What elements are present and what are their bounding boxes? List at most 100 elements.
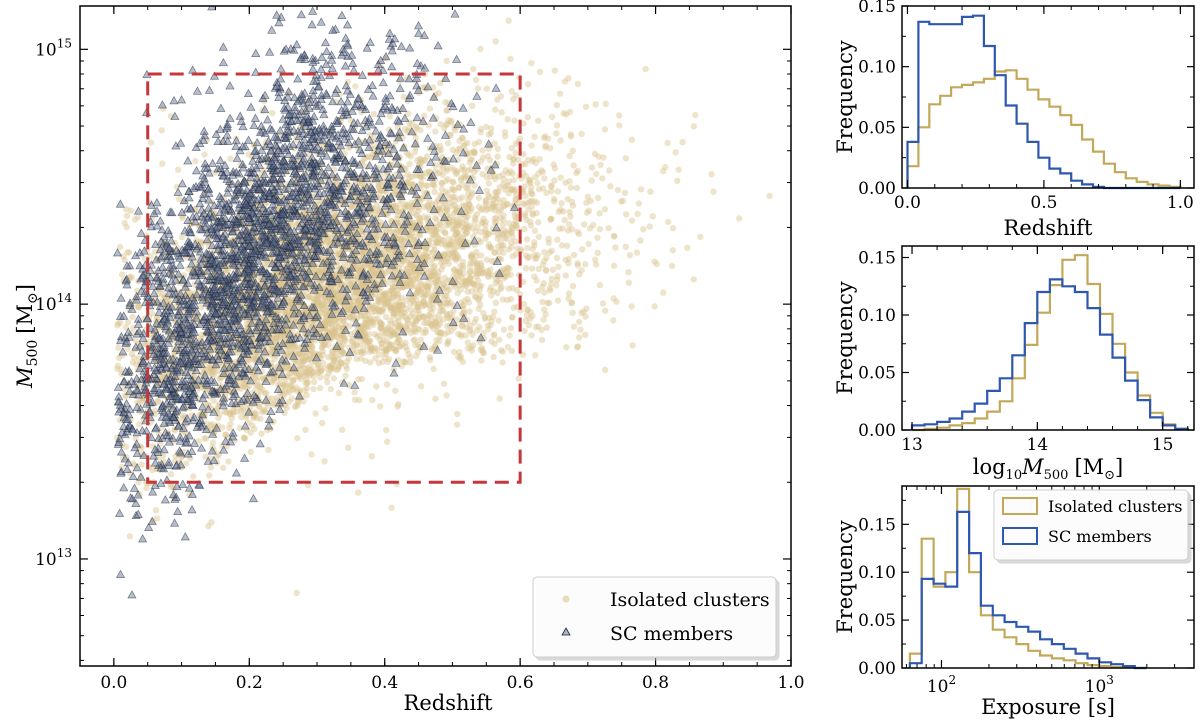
isolated-cluster-point [480,329,487,337]
isolated-cluster-point [444,339,451,346]
isolated-cluster-point [548,113,556,121]
isolated-cluster-point [488,292,495,299]
isolated-cluster-point [321,341,328,348]
isolated-cluster-point [600,154,607,161]
isolated-cluster-point [463,228,471,236]
isolated-cluster-point [334,365,342,372]
isolated-cluster-point [167,470,175,478]
isolated-cluster-point [511,117,518,124]
isolated-cluster-point [415,315,423,322]
isolated-cluster-point [392,387,399,394]
isolated-cluster-point [254,382,262,389]
isolated-cluster-point [264,426,271,434]
isolated-cluster-point [354,349,361,356]
isolated-cluster-point [433,290,441,298]
isolated-cluster-point [207,464,215,471]
isolated-cluster-point [249,422,256,429]
isolated-cluster-point [453,243,461,250]
isolated-cluster-point [138,461,145,468]
isolated-cluster-point [394,212,402,219]
isolated-cluster-point [565,75,572,82]
isolated-cluster-point [488,318,495,325]
isolated-cluster-point [468,347,475,354]
isolated-cluster-point [417,173,424,180]
isolated-cluster-point [509,233,516,240]
isolated-cluster-point [444,205,451,213]
isolated-cluster-point [668,262,676,270]
isolated-cluster-point [483,123,490,131]
isolated-cluster-point [596,210,603,217]
isolated-cluster-point [339,349,346,356]
isolated-cluster-point [674,177,681,185]
isolated-cluster-point [547,215,555,223]
isolated-cluster-point [476,295,483,302]
isolated-cluster-point [336,220,343,227]
isolated-cluster-point [451,193,458,201]
isolated-cluster-point [253,377,261,384]
isolated-cluster-point [369,318,376,325]
isolated-cluster-point [204,420,211,427]
isolated-cluster-point [494,277,501,284]
isolated-cluster-point [416,311,423,318]
isolated-cluster-point [476,270,483,277]
isolated-cluster-point [425,311,432,319]
isolated-cluster-point [321,319,328,326]
isolated-cluster-point [427,321,435,328]
isolated-cluster-point [398,241,405,249]
isolated-cluster-point [327,385,334,393]
isolated-cluster-point [431,320,439,327]
isolated-cluster-point [417,181,424,188]
isolated-cluster-point [354,326,362,333]
isolated-cluster-point [420,252,427,259]
isolated-cluster-point [390,310,397,318]
isolated-cluster-point [221,408,228,415]
isolated-cluster-point [585,240,592,248]
isolated-cluster-point [487,321,494,329]
isolated-cluster-point [330,375,337,382]
isolated-cluster-point [428,309,435,316]
isolated-cluster-point [488,338,495,345]
isolated-cluster-point [413,125,420,132]
isolated-cluster-point [387,327,394,335]
isolated-cluster-point [311,277,319,284]
isolated-cluster-point [328,320,335,327]
isolated-cluster-point [343,365,351,373]
isolated-cluster-point [241,435,249,442]
isolated-cluster-point [460,265,467,272]
isolated-cluster-point [403,271,411,278]
isolated-cluster-point [443,167,451,174]
isolated-cluster-point [227,155,234,162]
isolated-cluster-point [472,215,479,223]
isolated-cluster-point [487,205,495,213]
isolated-cluster-point [175,195,183,203]
isolated-cluster-point [392,302,399,309]
isolated-cluster-point [486,141,493,148]
isolated-cluster-point [134,303,142,311]
isolated-cluster-point [690,276,697,283]
isolated-cluster-point [319,259,326,266]
isolated-cluster-point [360,324,368,331]
isolated-cluster-point [217,374,224,381]
isolated-cluster-point [374,275,382,282]
isolated-cluster-point [326,363,333,370]
isolated-cluster-point [486,157,494,164]
isolated-cluster-point [637,237,644,244]
isolated-cluster-point [374,315,381,323]
isolated-cluster-point [413,352,420,360]
isolated-cluster-point [317,374,324,381]
isolated-cluster-point [414,348,422,356]
isolated-cluster-point [158,127,165,134]
isolated-cluster-point [448,240,455,247]
isolated-cluster-point [541,175,548,182]
isolated-cluster-point [430,365,437,373]
isolated-cluster-point [411,222,418,229]
isolated-cluster-point [385,202,393,209]
isolated-cluster-point [351,396,359,404]
isolated-cluster-point [443,311,450,319]
isolated-cluster-point [456,145,463,152]
isolated-cluster-point [124,249,131,256]
isolated-cluster-point [567,133,575,140]
isolated-cluster-point [344,444,352,451]
isolated-cluster-point [429,227,437,234]
